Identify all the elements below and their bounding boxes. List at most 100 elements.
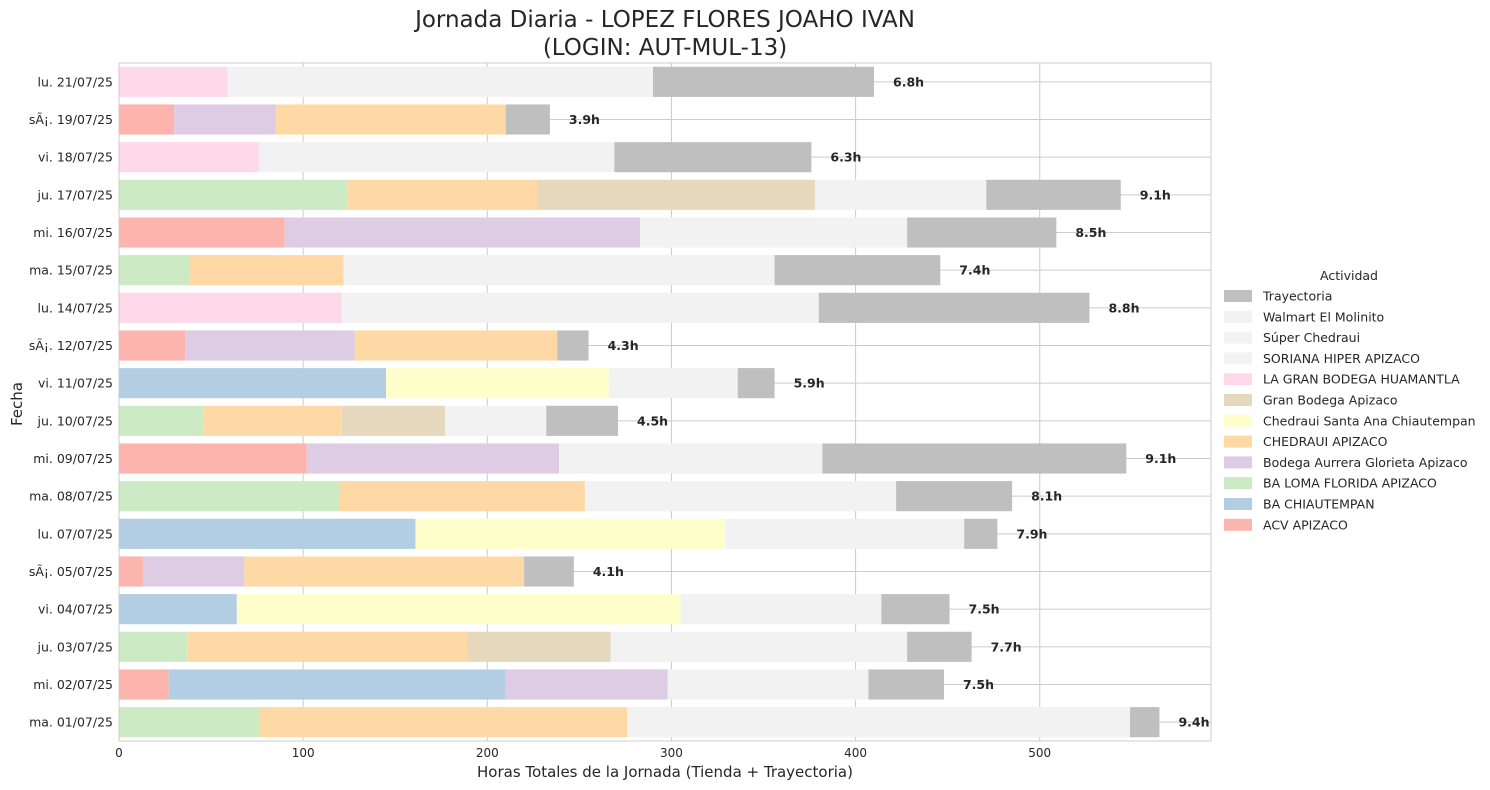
y-axis-label: Fecha [8, 382, 26, 426]
y-tick-label: sÃ¡. 12/07/25 [29, 338, 113, 353]
bar-total-label: 7.9h [1016, 526, 1047, 541]
bar-segment [653, 66, 875, 97]
bar-total-label: 6.3h [830, 150, 861, 165]
bar-segment [142, 556, 245, 587]
legend-swatch [1224, 518, 1252, 531]
legend-entry: SORIANA HIPER APIZACO [1263, 351, 1420, 366]
chart-title: Jornada Diaria - LOPEZ FLORES JOAHO IVAN [413, 7, 915, 33]
bar-total-label: 7.5h [969, 602, 1000, 617]
y-tick-label: vi. 04/07/25 [38, 602, 113, 617]
bar-segment [119, 330, 186, 361]
legend-entry: Súper Chedraui [1263, 330, 1360, 345]
bar-segment [119, 707, 259, 738]
y-tick-labels: lu. 21/07/25 sÃ¡. 19/07/25 vi. 18/07/25 ju.… [29, 74, 113, 729]
bar-segment [907, 631, 972, 662]
bar-total-label: 4.3h [608, 338, 639, 353]
bar-segment [896, 481, 1013, 512]
bar-segment [174, 104, 276, 135]
bar-segment [236, 594, 681, 625]
bar-segment [881, 594, 950, 625]
bar-segment [119, 368, 387, 399]
legend-entry: ACV APIZACO [1263, 517, 1348, 532]
plot-frame [118, 62, 1212, 742]
legend-swatch [1224, 331, 1252, 344]
bar-segment [505, 104, 550, 135]
bar-segment [505, 669, 668, 700]
bar-segment [119, 556, 143, 587]
legend-swatch [1224, 435, 1252, 448]
bar-segment [168, 669, 506, 700]
bar-segment [1129, 707, 1160, 738]
legend-swatch [1224, 414, 1252, 427]
bar-segment [608, 368, 738, 399]
bar-segment [415, 518, 725, 549]
y-tick-label: ma. 01/07/25 [29, 715, 113, 730]
legend-swatch [1224, 456, 1252, 469]
y-tick-label: lu. 07/07/25 [38, 526, 113, 541]
bar-segment [640, 217, 908, 248]
bar-segment [868, 669, 944, 700]
y-tick-label: lu. 14/07/25 [38, 300, 113, 315]
y-tick-label: mi. 09/07/25 [33, 451, 113, 466]
bar-total-label: 4.5h [637, 413, 668, 428]
y-tick-label: lu. 21/07/25 [38, 74, 113, 89]
legend-items: Trayectoria Walmart El Molinito Súper Ched… [1224, 289, 1476, 532]
chart-subtitle: (LOGIN: AUT-MUL-13) [543, 35, 787, 61]
bar-total-label: 8.1h [1031, 489, 1062, 504]
bar-segment [818, 292, 1090, 323]
bar-segment [815, 179, 987, 210]
legend-entry: Gran Bodega Apizaco [1263, 393, 1398, 408]
x-tick-label: 200 [476, 746, 499, 760]
legend-swatch [1224, 352, 1252, 365]
bar-total-label: 4.1h [593, 564, 624, 579]
bar-segment [185, 330, 355, 361]
x-tick-label: 400 [844, 746, 867, 760]
bar-segment [119, 594, 237, 625]
y-tick-label: ma. 08/07/25 [29, 489, 113, 504]
bar-total-label: 7.4h [959, 263, 990, 278]
bar-segment [559, 443, 823, 474]
bar-segment [680, 594, 882, 625]
y-tick-label: vi. 18/07/25 [38, 150, 113, 165]
bar-segment [667, 669, 869, 700]
legend: Actividad Trayectoria Walmart El Molinito… [1224, 268, 1476, 532]
bar-segment [964, 518, 998, 549]
x-tick-label: 0 [115, 746, 123, 760]
bar-segment [284, 217, 641, 248]
bar-segment [119, 292, 342, 323]
bar-segment [584, 481, 897, 512]
bar-segment [386, 368, 609, 399]
bar-total-label: 8.5h [1075, 225, 1106, 240]
bar-segment [557, 330, 589, 361]
bar-segment [537, 179, 816, 210]
legend-swatch [1224, 498, 1252, 510]
bar-segment [546, 405, 619, 436]
x-tick-labels: 0 100 200 300 400 500 [115, 746, 1051, 760]
x-tick-label: 100 [292, 746, 315, 760]
bar-segment [119, 104, 175, 135]
bar-segment [737, 368, 775, 399]
bar-segment [203, 405, 342, 436]
bar-segment [306, 443, 560, 474]
bar-segment [907, 217, 1057, 248]
bar-total-label: 7.5h [963, 677, 994, 692]
bar-segment [119, 405, 204, 436]
bar-segment [610, 631, 908, 662]
bar-segment [244, 556, 525, 587]
legend-entry: Walmart El Molinito [1263, 309, 1384, 324]
bar-total-label: 9.1h [1140, 187, 1171, 202]
bar-segment [341, 405, 445, 436]
bar-segment [119, 217, 285, 248]
legend-entry: Trayectoria [1262, 289, 1332, 304]
bar-segment [986, 179, 1121, 210]
bar-segment [627, 707, 1130, 738]
bar-segment [187, 631, 468, 662]
legend-swatch [1224, 394, 1252, 406]
bars [119, 66, 1160, 738]
bar-total-label: 6.8h [893, 74, 924, 89]
y-tick-label: sÃ¡. 05/07/25 [29, 564, 113, 579]
bar-segment [354, 330, 558, 361]
legend-entry: Bodega Aurrera Glorieta Apizaco [1263, 455, 1467, 470]
bar-segment [339, 481, 585, 512]
